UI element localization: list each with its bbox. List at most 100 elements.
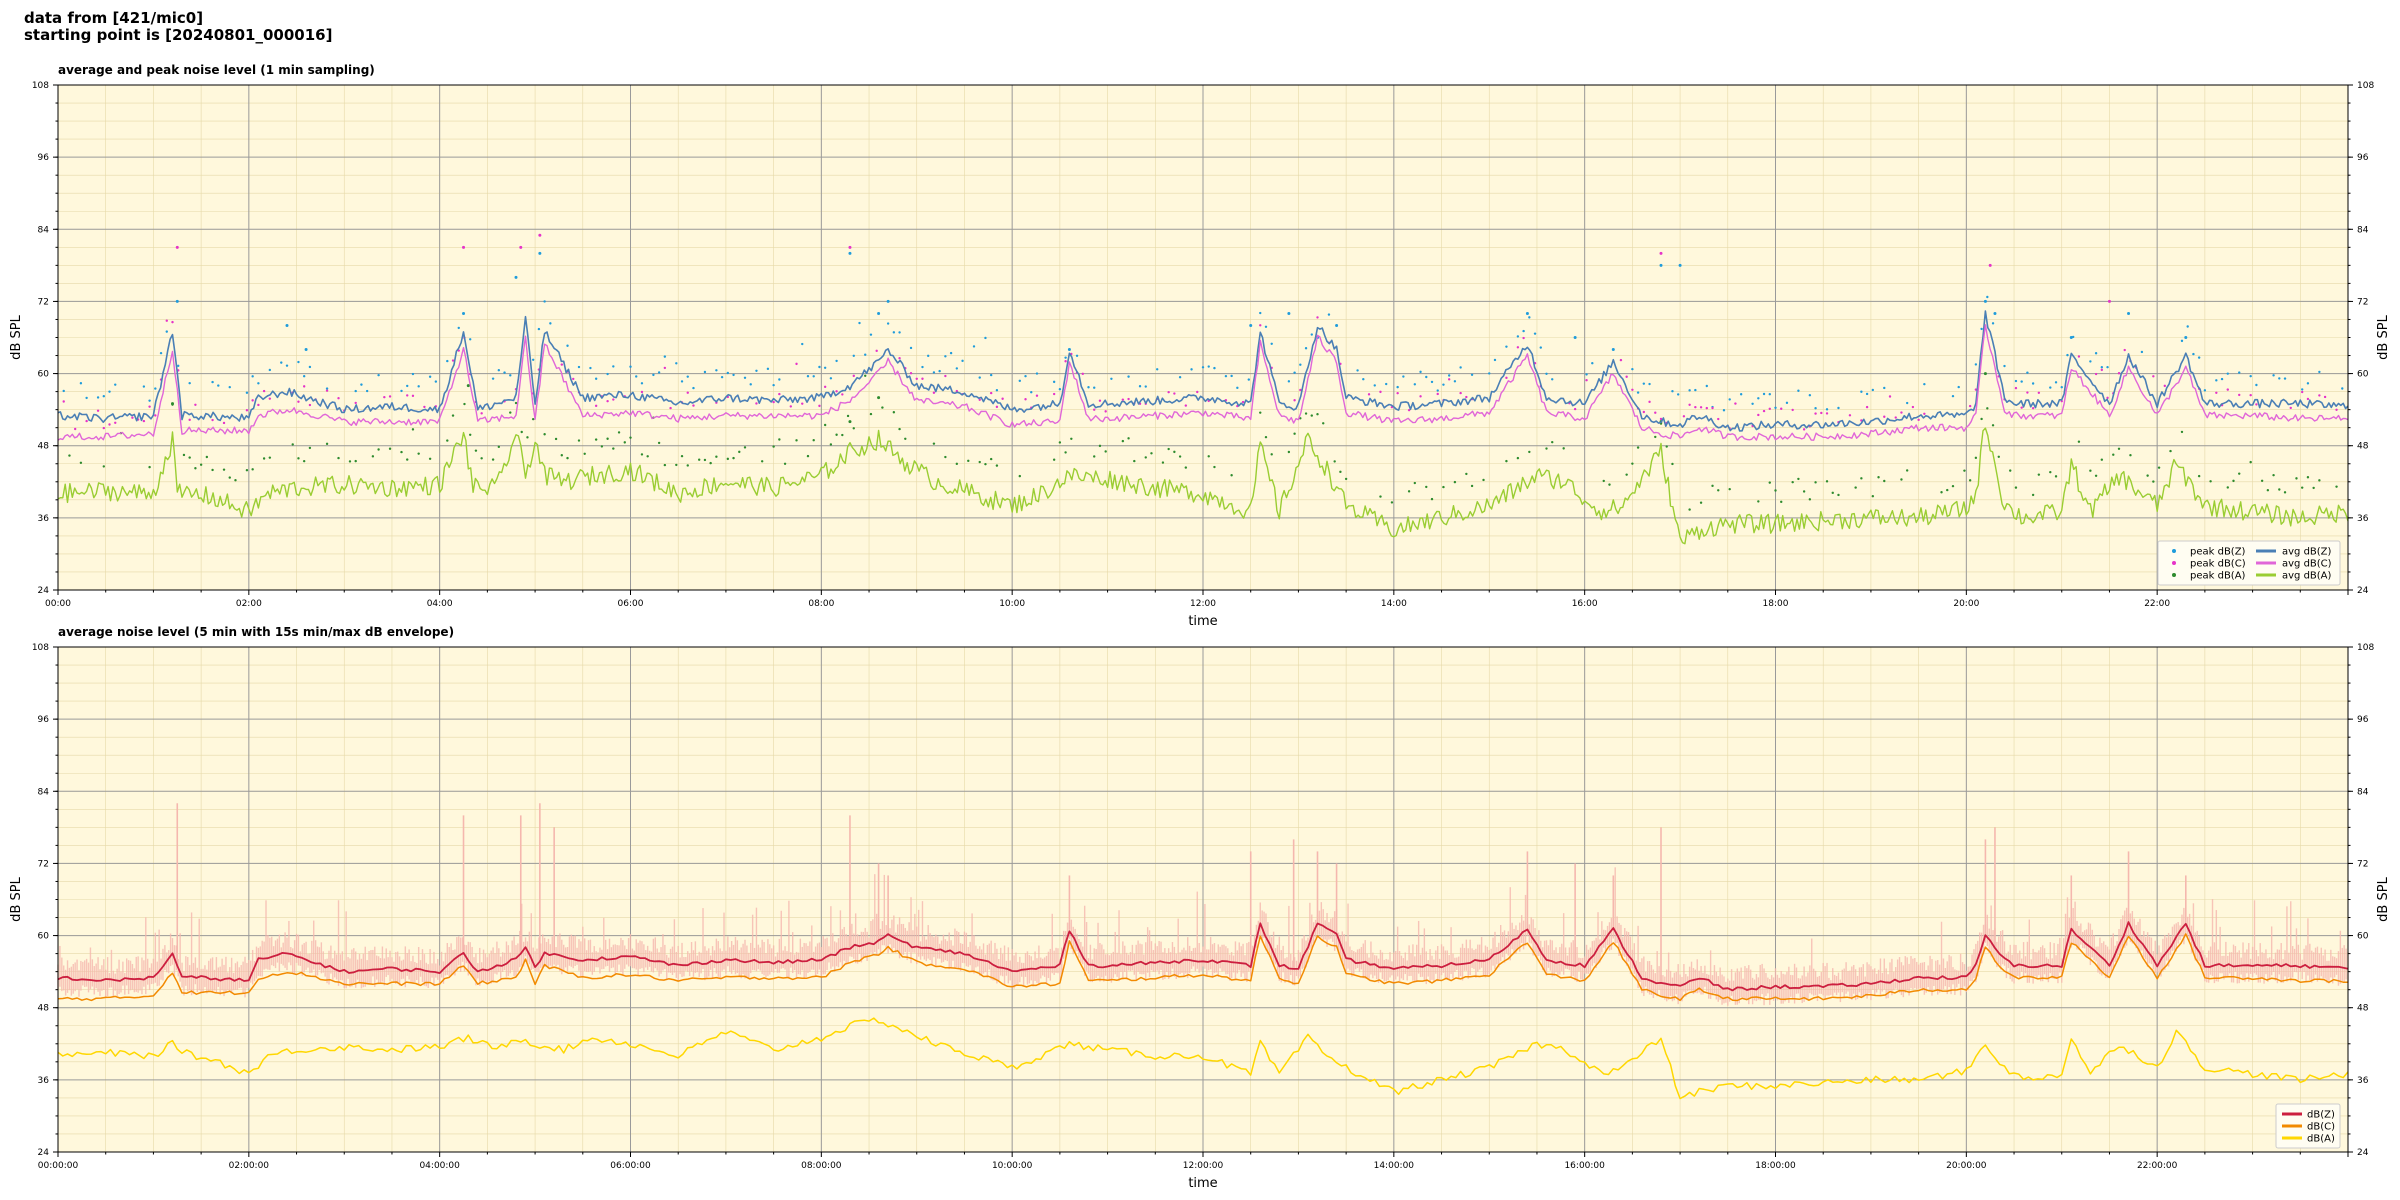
peak-point: [2306, 476, 2310, 479]
x-tick-label: 08:00: [808, 599, 834, 609]
peak-point: [1671, 462, 1674, 466]
peak-point: [892, 411, 896, 414]
peak-point: [297, 400, 300, 403]
peak-point: [383, 395, 386, 399]
x-tick-label: 00:00:00: [38, 1161, 79, 1171]
peak-point: [1993, 311, 1997, 315]
x-tick-label: 00:00: [45, 599, 71, 609]
peak-point: [371, 455, 375, 458]
peak-point: [1802, 428, 1806, 431]
peak-point: [1470, 484, 1474, 488]
x-tick-label: 06:00:00: [610, 1161, 651, 1171]
peak-point: [1585, 379, 1588, 382]
peak-point: [211, 380, 214, 384]
peak-point: [1659, 251, 1663, 255]
peak-point: [2112, 453, 2115, 456]
peak-point: [829, 377, 833, 380]
peak-point: [194, 403, 197, 406]
peak-point: [1774, 489, 1777, 492]
peak-point: [823, 385, 827, 389]
peak-point: [1030, 391, 1033, 394]
peak-point: [1230, 474, 1233, 477]
y-tick-label: 60: [2357, 932, 2369, 942]
peak-point: [1379, 495, 1382, 498]
peak-point: [1505, 376, 1508, 380]
peak-point: [1785, 401, 1789, 405]
peak-point: [1121, 398, 1125, 401]
y-tick-label: 48: [2357, 442, 2369, 452]
peak-point: [446, 439, 449, 442]
peak-point: [2184, 336, 2188, 339]
peak-point: [268, 368, 272, 372]
peak-point: [1505, 459, 1508, 463]
peak-point: [1983, 372, 1987, 376]
peak-point: [2249, 393, 2252, 397]
peak-point: [1968, 404, 1972, 408]
peak-point: [1516, 456, 1520, 460]
peak-point: [589, 366, 592, 370]
peak-point: [2197, 356, 2201, 359]
peak-point: [1991, 322, 1995, 325]
peak-point: [354, 389, 357, 393]
peak-point: [1316, 413, 1319, 416]
peak-point: [337, 456, 340, 460]
peak-point: [898, 331, 901, 334]
peak-point: [1665, 445, 1668, 448]
peak-point: [2003, 364, 2006, 368]
peak-point: [1631, 367, 1634, 371]
y-tick-label: 96: [2357, 153, 2369, 163]
peak-point: [955, 462, 959, 466]
y-tick-label: 24: [2357, 586, 2369, 596]
peak-point: [1814, 412, 1817, 415]
peak-point: [1986, 407, 1989, 410]
peak-point: [96, 396, 100, 399]
series-line-avgdbz: [57, 310, 2349, 432]
x-tick-label: 02:00:00: [229, 1161, 270, 1171]
peak-point: [1442, 383, 1445, 386]
peak-point: [2031, 406, 2035, 410]
x-tick-label: 04:00:00: [419, 1161, 460, 1171]
peak-point: [772, 383, 775, 387]
peak-point: [2129, 454, 2132, 457]
peak-point: [835, 390, 838, 393]
peak-point: [1797, 389, 1800, 392]
peak-point: [1917, 418, 1920, 422]
peak-point: [1768, 481, 1771, 484]
peak-point: [2117, 447, 2121, 450]
peak-point: [1625, 375, 1628, 378]
peak-point: [2318, 370, 2321, 374]
peak-point: [1791, 480, 1794, 484]
peak-point: [1419, 370, 1422, 374]
series-line-dbc: [57, 933, 2348, 1002]
peak-point: [663, 366, 667, 370]
legend-label: dB(C): [2307, 1122, 2335, 1133]
peak-point: [2238, 472, 2241, 475]
peak-point: [1533, 332, 1537, 335]
peak-point: [852, 427, 855, 430]
peak-point: [1808, 498, 1812, 501]
peak-point: [2255, 403, 2258, 406]
peak-point: [801, 342, 804, 346]
peak-point: [1774, 406, 1777, 409]
peak-point: [1327, 313, 1331, 316]
y-tick-label: 108: [32, 643, 49, 653]
peak-point: [743, 376, 747, 380]
peak-point: [2318, 479, 2321, 482]
peak-point: [480, 412, 483, 415]
peak-point: [989, 457, 993, 461]
peak-point: [388, 395, 392, 398]
peak-point: [1525, 311, 1529, 315]
peak-point: [640, 382, 644, 385]
peak-point: [102, 465, 106, 468]
peak-point: [1430, 380, 1434, 384]
peak-point: [469, 338, 472, 341]
peak-point: [428, 457, 432, 460]
peak-point: [1642, 382, 1646, 385]
peak-point: [1127, 437, 1130, 440]
x-axis-label: time: [1188, 1176, 1217, 1191]
y-tick-label: 48: [2357, 1004, 2369, 1014]
peak-point: [2100, 366, 2104, 369]
peak-point: [1780, 407, 1783, 410]
peak-point: [932, 371, 936, 374]
